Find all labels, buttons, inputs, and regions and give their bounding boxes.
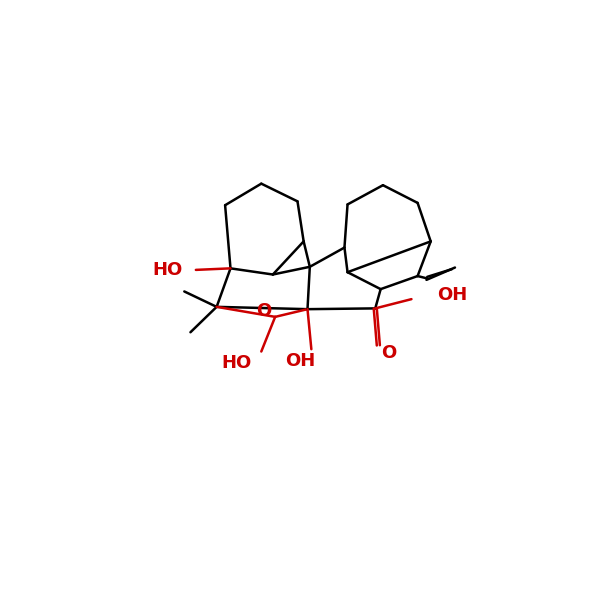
Text: HO: HO xyxy=(221,354,252,372)
Text: O: O xyxy=(256,302,271,320)
Text: O: O xyxy=(381,344,396,362)
Text: OH: OH xyxy=(284,352,315,370)
Text: HO: HO xyxy=(152,261,182,279)
Text: OH: OH xyxy=(437,286,467,304)
